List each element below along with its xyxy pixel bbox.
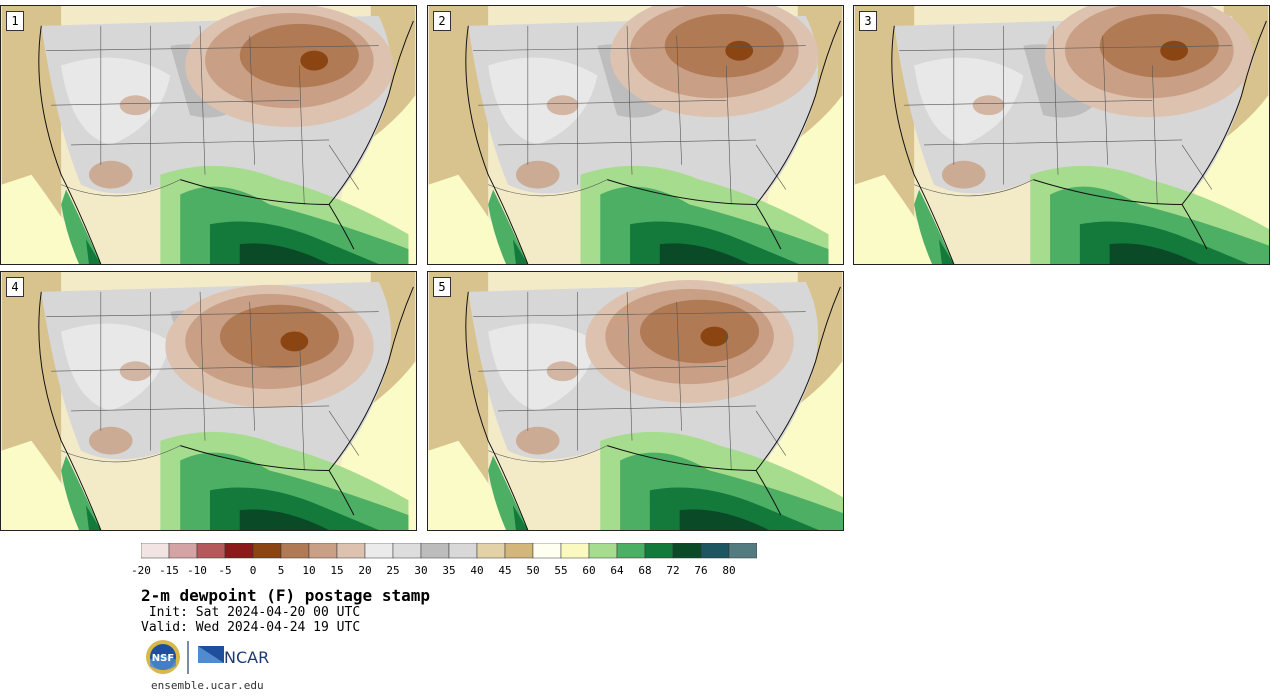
colorbar-swatch — [252, 543, 282, 559]
colorbar-swatch — [616, 543, 646, 559]
colorbar-tick-label: 40 — [470, 564, 484, 577]
colorbar-tick-label: 0 — [249, 564, 257, 577]
colorbar-tick-label: -10 — [187, 564, 207, 577]
website-link[interactable]: ensemble.ucar.edu — [151, 679, 264, 692]
map-panel-2: 2 — [427, 5, 844, 265]
nsf-logo: NSF — [146, 640, 180, 674]
colorbar — [141, 543, 757, 559]
colorbar-swatch — [644, 543, 674, 559]
valid-time: Valid: Wed 2024-04-24 19 UTC — [141, 620, 361, 635]
colorbar-tick-label: 5 — [277, 564, 285, 577]
colorbar-swatch — [168, 543, 198, 559]
colorbar-tick-label: 10 — [302, 564, 316, 577]
dewpoint-map — [854, 6, 1269, 264]
dewpoint-map — [428, 272, 843, 530]
colorbar-swatch — [532, 543, 562, 559]
panel-label: 2 — [433, 11, 451, 31]
colorbar-tick-label: -5 — [218, 564, 232, 577]
colorbar-swatch — [672, 543, 702, 559]
colorbar-swatch — [364, 543, 394, 559]
dewpoint-map — [1, 272, 416, 530]
colorbar-swatch — [728, 543, 757, 559]
colorbar-tick-label: 35 — [442, 564, 456, 577]
colorbar-swatch — [476, 543, 506, 559]
colorbar-tick-label: 15 — [330, 564, 344, 577]
panel-label: 5 — [433, 277, 451, 297]
colorbar-swatch — [308, 543, 338, 559]
colorbar-tick-label: 30 — [414, 564, 428, 577]
panel-label: 4 — [6, 277, 24, 297]
logos: NSF NCAR — [146, 640, 269, 674]
dewpoint-map — [1, 6, 416, 264]
colorbar-tick-label: 25 — [386, 564, 400, 577]
colorbar-tick-label: 20 — [358, 564, 372, 577]
map-panel-5: 5 — [427, 271, 844, 531]
colorbar-swatch — [560, 543, 590, 559]
colorbar-swatch — [392, 543, 422, 559]
colorbar-swatch — [196, 543, 226, 559]
init-time: Init: Sat 2024-04-20 00 UTC — [141, 605, 361, 620]
colorbar-swatch — [141, 543, 170, 559]
colorbar-swatch — [448, 543, 478, 559]
colorbar-tick-label: 76 — [694, 564, 708, 577]
colorbar-swatch — [588, 543, 618, 559]
colorbar-tick-label: 55 — [554, 564, 568, 577]
colorbar-tick-label: 45 — [498, 564, 512, 577]
panel-label: 3 — [859, 11, 877, 31]
colorbar-tick-label: 72 — [666, 564, 680, 577]
colorbar-tick-label: -15 — [159, 564, 179, 577]
colorbar-swatch — [280, 543, 310, 559]
ncar-logo-text: NCAR — [224, 648, 269, 667]
nsf-logo-text: NSF — [152, 653, 174, 664]
colorbar-tick-label: -20 — [131, 564, 151, 577]
colorbar-swatch — [224, 543, 254, 559]
colorbar-tick-label: 80 — [722, 564, 736, 577]
colorbar-swatch — [420, 543, 450, 559]
colorbar-tick-label: 50 — [526, 564, 540, 577]
colorbar-swatch — [504, 543, 534, 559]
figure-title: 2-m dewpoint (F) postage stamp — [141, 586, 430, 605]
colorbar-tick-label: 60 — [582, 564, 596, 577]
colorbar-ticks: -20 -15 -10 -5 0 5 10 15 20 25 30 35 40 45 50 55 60 64 68 7… — [131, 564, 771, 578]
map-panel-4: 4 — [0, 271, 417, 531]
colorbar-swatch — [336, 543, 366, 559]
colorbar-tick-label: 68 — [638, 564, 652, 577]
panel-label: 1 — [6, 11, 24, 31]
colorbar-tick-label: 64 — [610, 564, 624, 577]
map-panel-1: 1 — [0, 5, 417, 265]
dewpoint-map — [428, 6, 843, 264]
ncar-logo: NCAR — [198, 646, 269, 667]
colorbar-swatch — [700, 543, 730, 559]
map-panel-3: 3 — [853, 5, 1270, 265]
